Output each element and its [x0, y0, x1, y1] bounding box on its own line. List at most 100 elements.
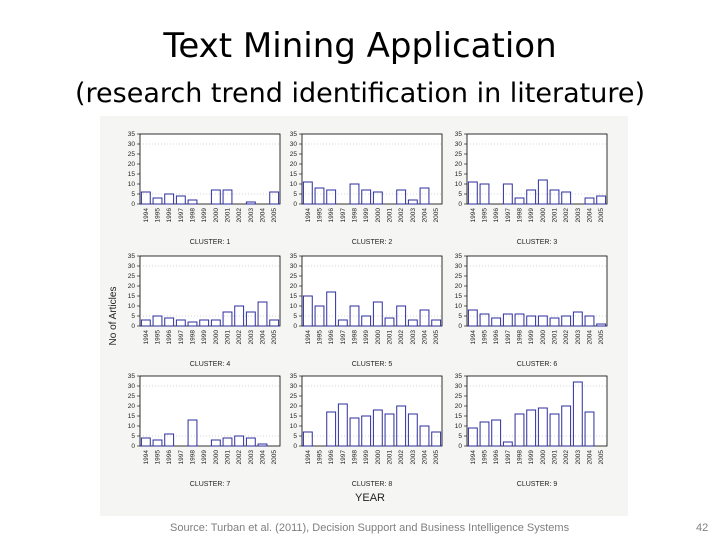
- x-tick-label: 1995: [317, 450, 324, 465]
- bar: [526, 409, 537, 447]
- panel-frame: [466, 133, 608, 205]
- y-tick-label: 10: [128, 423, 136, 430]
- x-tick-label: 2000: [375, 208, 382, 223]
- x-tick-label: 2005: [598, 208, 605, 223]
- bar: [407, 199, 418, 205]
- x-tick-label: 2004: [422, 208, 429, 223]
- cluster-label: CLUSTER: 7: [190, 481, 231, 488]
- x-tick-label: 2003: [248, 330, 255, 345]
- bar: [187, 321, 198, 327]
- bar: [396, 305, 407, 327]
- bar: [549, 189, 560, 205]
- bar: [222, 437, 233, 447]
- x-tick-label: 1999: [363, 208, 370, 223]
- x-tick-label: 2000: [213, 450, 220, 465]
- x-tick-label: 1997: [340, 208, 347, 223]
- x-tick-label: 2000: [213, 330, 220, 345]
- x-tick-label: 2004: [422, 450, 429, 465]
- bar: [164, 433, 175, 447]
- y-tick-label: 20: [128, 403, 136, 410]
- bar: [396, 405, 407, 447]
- x-tick-label: 2003: [248, 208, 255, 223]
- x-tick-label: 2002: [398, 208, 405, 223]
- bar: [302, 295, 313, 327]
- x-tick-label: 2004: [260, 330, 267, 345]
- y-tick-label: 30: [455, 263, 463, 270]
- x-tick-label: 2001: [552, 330, 559, 345]
- x-tick-label: 2004: [587, 208, 594, 223]
- bar: [419, 425, 430, 447]
- bar: [222, 311, 233, 327]
- x-tick-label: 1995: [155, 450, 162, 465]
- x-tick-label: 1997: [340, 330, 347, 345]
- y-tick-label: 35: [128, 373, 136, 380]
- y-tick-label: 10: [290, 303, 298, 310]
- y-tick-label: 0: [458, 443, 462, 450]
- x-tick-label: 1994: [305, 208, 312, 223]
- bar: [537, 179, 548, 205]
- y-tick-label: 0: [293, 443, 297, 450]
- y-tick-label: 35: [128, 131, 136, 138]
- x-tick-label: 2000: [213, 208, 220, 223]
- bar: [361, 189, 372, 205]
- bar: [326, 291, 337, 327]
- page-number: 42: [696, 522, 709, 534]
- panel-frame: [301, 133, 443, 205]
- panel-frame: [301, 255, 443, 327]
- bar: [407, 413, 418, 447]
- cluster-label: CLUSTER: 3: [517, 239, 558, 246]
- cluster-panel-8: 0 5 10 15 20 25 30 35 1994 1995 1996 1997 1998 1999 20…: [290, 373, 443, 488]
- x-axis-label: YEAR: [355, 492, 385, 504]
- x-tick-label: 2005: [598, 330, 605, 345]
- panel-frame: [139, 255, 281, 327]
- bar: [596, 195, 607, 205]
- y-tick-label: 15: [455, 413, 463, 420]
- bar: [152, 197, 163, 205]
- bar: [257, 301, 268, 327]
- bar: [349, 183, 360, 205]
- y-tick-label: 15: [128, 293, 136, 300]
- cluster-panel-9: 0 5 10 15 20 25 30 35 1994 1995 1996 1997 1998 1999 20…: [455, 373, 608, 488]
- y-tick-label: 0: [458, 323, 462, 330]
- x-tick-label: 2002: [236, 330, 243, 345]
- x-tick-label: 1995: [155, 330, 162, 345]
- y-tick-label: 35: [455, 253, 463, 260]
- x-tick-label: 2000: [375, 450, 382, 465]
- panel-frame: [466, 255, 608, 327]
- y-tick-label: 25: [455, 393, 463, 400]
- y-tick-label: 10: [290, 423, 298, 430]
- x-tick-label: 1995: [482, 330, 489, 345]
- slide-title: Text Mining Application: [163, 26, 557, 66]
- bar: [561, 191, 572, 205]
- y-tick-label: 15: [290, 413, 298, 420]
- x-tick-label: 2001: [552, 450, 559, 465]
- y-tick-label: 10: [455, 303, 463, 310]
- x-tick-label: 2001: [225, 208, 232, 223]
- y-tick-label: 0: [293, 323, 297, 330]
- x-tick-label: 2002: [563, 450, 570, 465]
- bar: [572, 311, 583, 327]
- cluster-panel-4: 0 5 10 15 20 25 30 35 1994 1995 1996 1997 1998 1999 20…: [128, 253, 281, 368]
- x-tick-label: 1999: [528, 330, 535, 345]
- x-tick-label: 2001: [552, 208, 559, 223]
- y-tick-label: 10: [455, 181, 463, 188]
- x-tick-label: 2000: [540, 330, 547, 345]
- bar: [384, 317, 395, 327]
- bar: [187, 199, 198, 205]
- x-tick-label: 2000: [375, 330, 382, 345]
- x-tick-label: 2002: [398, 450, 405, 465]
- x-tick-label: 2001: [387, 330, 394, 345]
- x-tick-label: 1994: [305, 450, 312, 465]
- x-tick-label: 2003: [410, 208, 417, 223]
- bar: [269, 319, 280, 327]
- x-tick-label: 1996: [166, 450, 173, 465]
- y-tick-label: 0: [131, 323, 135, 330]
- y-tick-label: 30: [290, 383, 298, 390]
- bar: [584, 315, 595, 327]
- bar: [187, 419, 198, 447]
- cluster-panel-7: 0 5 10 15 20 25 30 35 1994 1995 1996 1997 1998 1999 20…: [128, 373, 281, 488]
- y-tick-label: 20: [290, 403, 298, 410]
- y-tick-label: 15: [455, 171, 463, 178]
- bar: [467, 427, 478, 447]
- x-tick-label: 2003: [575, 330, 582, 345]
